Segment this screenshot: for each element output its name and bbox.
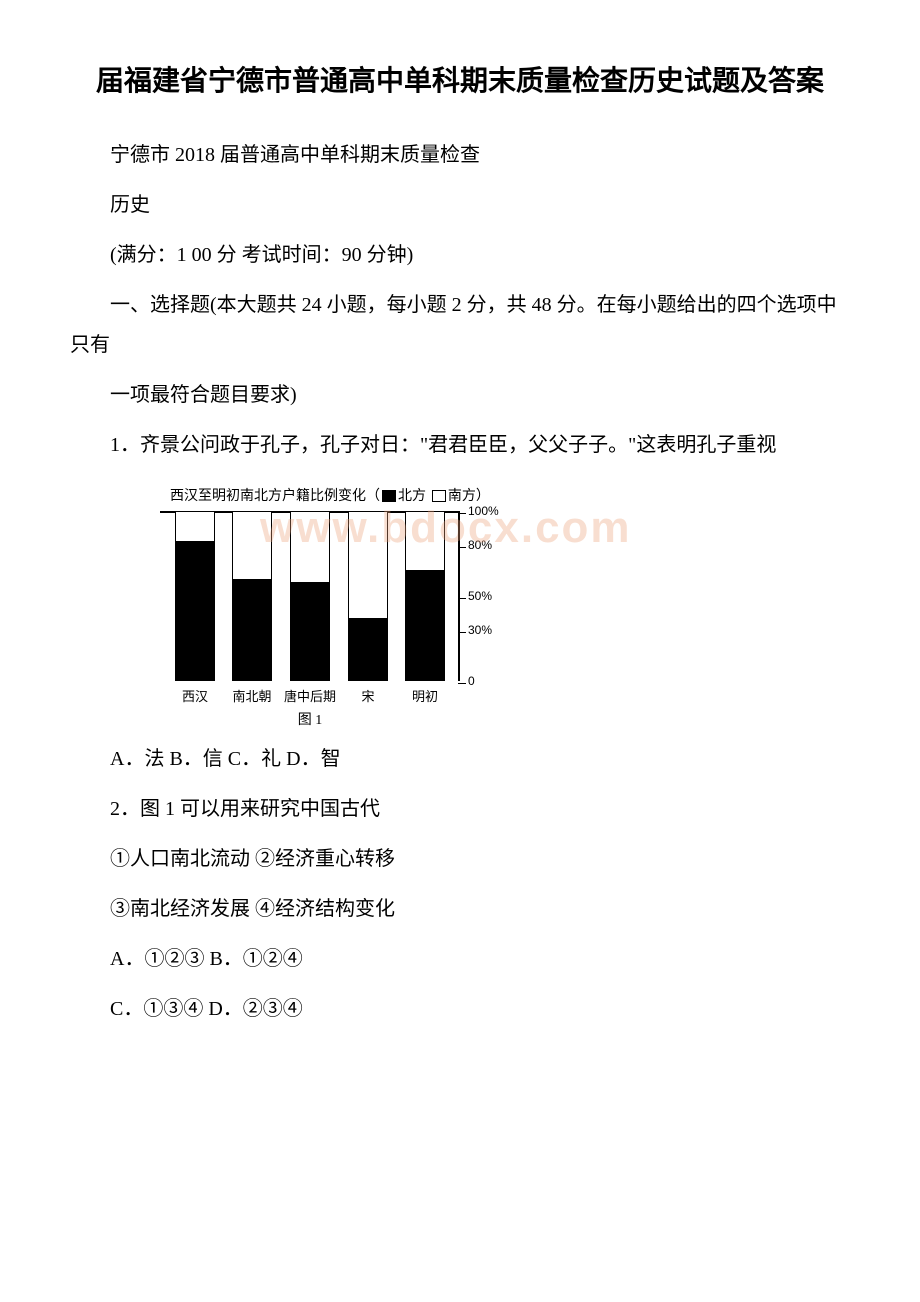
- y-tick: [458, 632, 466, 633]
- subtitle: 宁德市 2018 届普通高中单科期末质量检查: [70, 135, 850, 175]
- question-2-option-c: C．①③④ D．②③④: [70, 989, 850, 1029]
- chart-plot-area: 西汉南北朝唐中后期宋明初100%80%50%30%0: [160, 511, 520, 701]
- exam-info: (满分：1 00 分 考试时间：90 分钟): [70, 235, 850, 275]
- bar-north: [405, 570, 445, 681]
- legend-north-icon: [382, 490, 396, 502]
- legend-south-label: 南方）: [448, 487, 490, 503]
- chart-title: 西汉至明初南北方户籍比例变化（ 北方 南方）: [170, 485, 850, 505]
- y-axis-label: 50%: [468, 589, 492, 603]
- x-axis-label: 南北朝: [232, 686, 271, 705]
- bar-north: [175, 541, 215, 680]
- bar-north: [348, 618, 388, 681]
- y-axis-label: 30%: [468, 623, 492, 637]
- bar-group: [290, 511, 330, 681]
- chart-plot: [160, 511, 460, 681]
- x-axis-label: 西汉: [182, 686, 208, 705]
- question-1-options: A．法 B．信 C．礼 D．智: [70, 739, 850, 779]
- y-axis-label: 80%: [468, 538, 492, 552]
- x-axis-label: 明初: [412, 686, 438, 705]
- bar-south: [290, 511, 330, 582]
- bar-group: [405, 511, 445, 681]
- x-axis-label: 唐中后期: [284, 686, 336, 705]
- y-axis-label: 0: [468, 674, 475, 688]
- bar-group: [348, 511, 388, 681]
- bar-south: [348, 511, 388, 618]
- question-2-sub1: ①人口南北流动 ②经济重心转移: [70, 839, 850, 879]
- bar-group: [175, 511, 215, 681]
- question-2-sub2: ③南北经济发展 ④经济结构变化: [70, 889, 850, 929]
- bar-north: [290, 582, 330, 681]
- chart-caption: 图 1: [160, 709, 460, 729]
- question-2-option-a: A．①②③ B．①②④: [70, 939, 850, 979]
- y-tick: [458, 547, 466, 548]
- section-header: 一、选择题(本大题共 24 小题，每小题 2 分，共 48 分。在每小题给出的四…: [70, 285, 850, 365]
- bar-south: [175, 511, 215, 542]
- y-tick: [458, 513, 466, 514]
- y-tick: [458, 683, 466, 684]
- legend-north-label: 北方: [398, 487, 426, 503]
- legend-south-icon: [432, 490, 446, 502]
- x-axis-label: 宋: [361, 686, 374, 705]
- question-1: 1．齐景公问政于孔子，孔子对日："君君臣臣，父父子子。"这表明孔子重视: [70, 425, 850, 465]
- chart-figure-1: www.bdocx.com 西汉至明初南北方户籍比例变化（北方 南方） 西汉南北…: [160, 485, 850, 729]
- bar-group: [232, 511, 272, 681]
- bar-south: [405, 511, 445, 571]
- bar-south: [232, 511, 272, 579]
- bar-north: [232, 579, 272, 681]
- question-2: 2．图 1 可以用来研究中国古代: [70, 789, 850, 829]
- y-tick: [458, 598, 466, 599]
- chart-title-prefix: 西汉至明初南北方户籍比例变化（: [170, 487, 380, 503]
- subject-label: 历史: [70, 185, 850, 225]
- y-axis-label: 100%: [468, 504, 499, 518]
- section-header-cont: 一项最符合题目要求): [70, 375, 850, 415]
- page-title: 届福建省宁德市普通高中单科期末质量检查历史试题及答案: [70, 60, 850, 105]
